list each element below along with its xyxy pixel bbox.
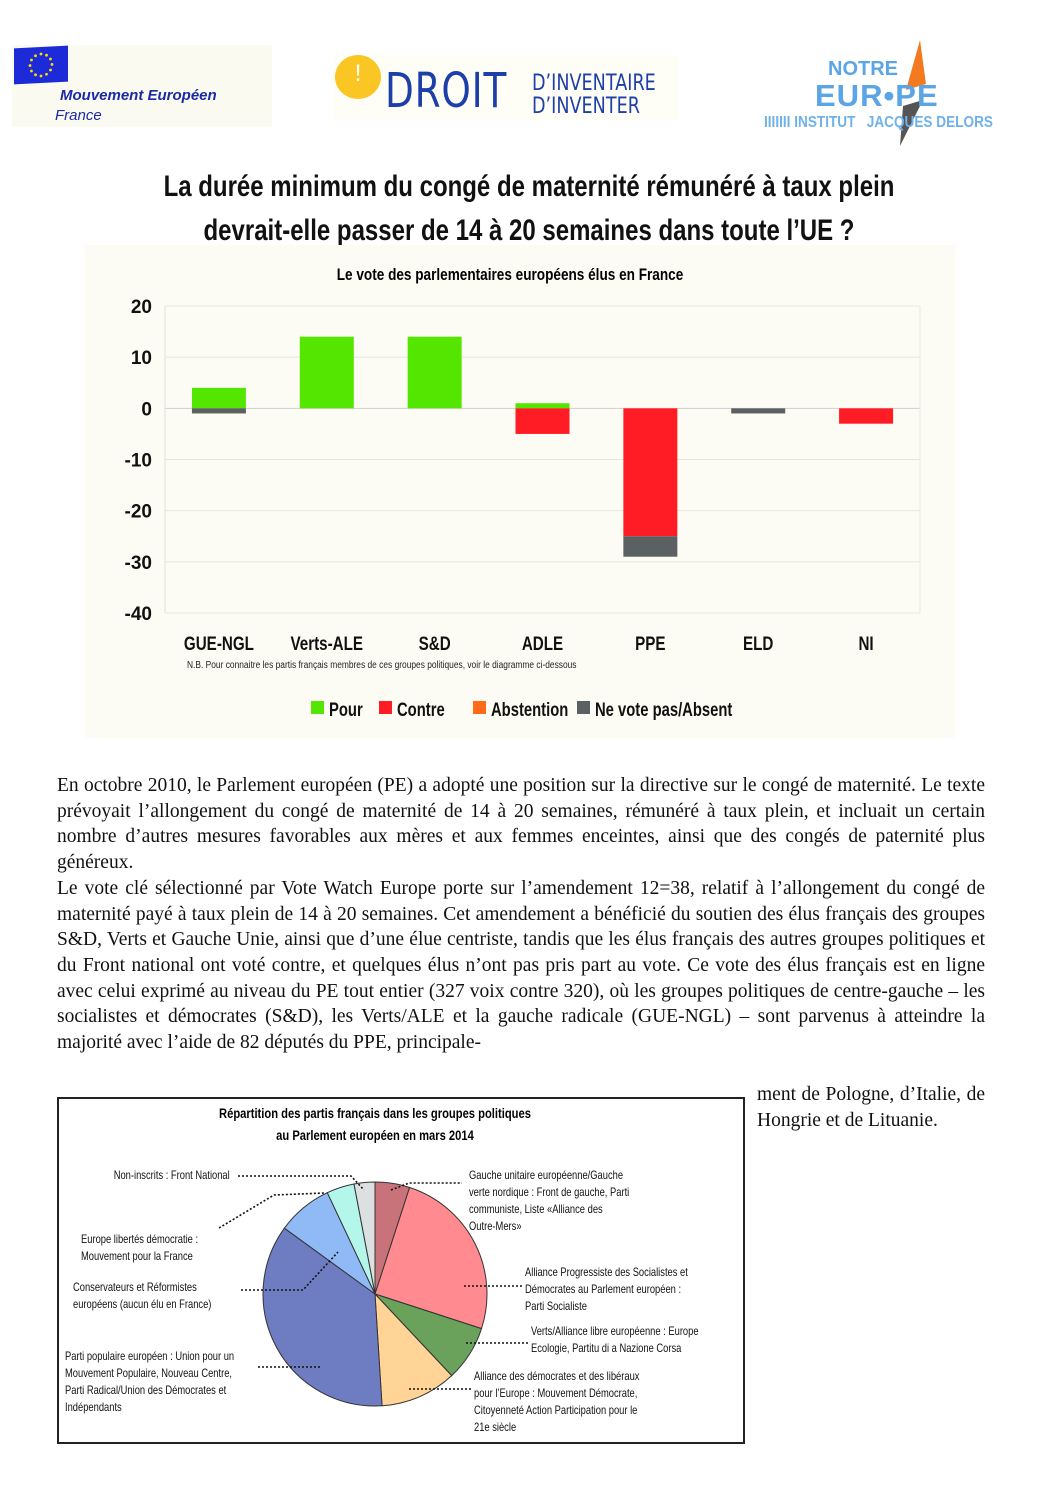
legend-swatch	[379, 701, 392, 714]
label-line: Gauche unitaire européenne/Gauche	[469, 1168, 624, 1182]
exclamation-bubble-icon: !	[335, 55, 381, 99]
star-icon	[49, 57, 52, 61]
bar-contre-adle	[515, 408, 570, 434]
label-line: Alliance Progressiste des Socialistes et	[525, 1265, 688, 1279]
label-line: Parti populaire européen : Union pour un	[65, 1349, 235, 1363]
label-line: Outre-Mers»	[469, 1219, 522, 1233]
y-tick-label: -20	[125, 502, 152, 523]
star-icon	[30, 58, 33, 62]
article-text: En octobre 2010, le Parlement européen (…	[57, 773, 985, 1056]
pie-slice-label: Alliance Progressiste des Socialistes et…	[525, 1264, 688, 1315]
compass-needle-icon	[900, 40, 926, 146]
logo-text: DROIT	[385, 63, 508, 119]
label-line: pour l’Europe : Mouvement Démocrate,	[474, 1386, 638, 1400]
label-line: Citoyenneté Action Participation pour le	[474, 1403, 638, 1417]
x-tick-label: ELD	[743, 632, 773, 654]
bar-contre-ppe	[623, 408, 678, 537]
legend-label: Pour	[329, 699, 363, 720]
y-tick-label: -30	[125, 553, 152, 574]
logo-text: EUR•PE	[815, 78, 939, 113]
pie-slice-label: Non-inscrits : Front National	[114, 1167, 230, 1184]
label-line: Parti Radical/Union des Démocrates et	[65, 1383, 227, 1397]
pie-slice-label: Parti populaire européen : Union pour un…	[65, 1348, 234, 1416]
notre-europe-logo: NOTRE EUR•PE IIIIIII INSTITUT JACQUES DE…	[760, 38, 1025, 148]
label-line: Conservateurs et Réformistes	[73, 1280, 197, 1294]
pie-slice-label: Europe libertés démocratie : Mouvement po…	[81, 1231, 198, 1265]
logo-text: D’INVENTAIRE	[532, 71, 656, 96]
mouvement-europeen-logo: Mouvement Européen France	[12, 45, 272, 127]
y-tick-label: -40	[125, 604, 152, 625]
vote-bar-chart: Le vote des parlementaires européens élu…	[125, 266, 921, 720]
logo-text: IIIIIII INSTITUT JACQUES DELORS	[764, 114, 993, 131]
x-tick-label: GUE-NGL	[184, 632, 254, 654]
star-icon	[45, 72, 48, 76]
bar-pour-gue-ngl	[191, 387, 246, 409]
x-tick-label: Verts-ALE	[290, 632, 363, 654]
label-line: Non-inscrits : Front National	[113, 1168, 230, 1182]
star-icon	[39, 52, 43, 56]
star-icon	[30, 69, 33, 73]
label-line: verte nordique : Front de gauche, Parti	[469, 1185, 630, 1199]
label-line: Parti Socialiste	[525, 1299, 587, 1313]
bar-contre-ni	[839, 408, 894, 424]
droit-inventaire-logo: ! DROIT D’INVENTAIRE D’INVENTER	[333, 55, 678, 120]
eu-flag-icon	[14, 45, 68, 85]
label-line: européens (aucun élu en France)	[73, 1297, 212, 1311]
star-icon	[39, 74, 43, 78]
label-line: communiste, Liste «Alliance des	[469, 1202, 603, 1216]
page-title: La durée minimum du congé de maternité r…	[0, 165, 1058, 253]
label-line: 21e siècle	[474, 1420, 517, 1434]
logo-text: Mouvement Européen	[60, 87, 217, 104]
logo-text: France	[55, 107, 102, 124]
label-line: Indépendants	[65, 1400, 122, 1414]
pie-slice-label: Gauche unitaire européenne/Gauche verte n…	[469, 1167, 629, 1235]
star-icon	[28, 64, 32, 67]
bar-ne-vote-pas-absent-ppe	[623, 536, 678, 557]
chart-note: N.B. Pour connaitre les partis français …	[187, 659, 577, 671]
label-line: Mouvement Populaire, Nouveau Centre,	[65, 1366, 233, 1380]
label-line: Démocrates au Parlement européen :	[525, 1282, 682, 1296]
y-tick-label: 10	[131, 348, 152, 369]
paragraph: En octobre 2010, le Parlement européen (…	[57, 775, 985, 874]
label-line: Verts/Alliance libre européenne : Europe	[531, 1324, 699, 1338]
pie-slice-label: Alliance des démocrates et des libéraux p…	[474, 1368, 639, 1436]
legend-swatch	[311, 701, 324, 714]
chart-title: Le vote des parlementaires européens élu…	[337, 266, 684, 285]
label-line: Ecologie, Partitu di a Nazione Corsa	[531, 1341, 682, 1355]
label-line: Europe libertés démocratie :	[81, 1232, 199, 1246]
x-tick-label: ADLE	[522, 632, 563, 654]
label-line: Mouvement pour la France	[81, 1249, 193, 1263]
label-line: Alliance des démocrates et des libéraux	[474, 1369, 640, 1383]
x-tick-label: NI	[858, 632, 873, 654]
legend-label: Ne vote pas/Absent	[595, 699, 733, 720]
y-tick-label: 20	[131, 297, 152, 318]
legend-swatch	[577, 701, 590, 714]
paragraph: Le vote clé sélectionné par Vote Watch E…	[57, 877, 985, 1054]
bar-pour-verts-ale	[299, 336, 354, 409]
x-tick-label: PPE	[635, 632, 665, 654]
x-tick-label: S&D	[419, 632, 451, 654]
bar-pour-adle	[515, 403, 570, 409]
star-icon	[50, 63, 54, 66]
star-icon	[49, 68, 52, 72]
paragraph-continuation: ment de Pologne, d’Italie, de Hongrie et…	[757, 1084, 985, 1131]
bar-pour-s-d	[407, 336, 462, 409]
vote-chart-panel	[85, 245, 955, 738]
y-tick-label: 0	[141, 399, 152, 420]
star-icon	[45, 53, 48, 57]
bar-ne-vote-pas-absent-gue-ngl	[191, 408, 246, 414]
logo-text: D’INVENTER	[532, 94, 640, 119]
title-line: devrait-elle passer de 14 à 20 semaines …	[203, 214, 855, 247]
title-line: La durée minimum du congé de maternité r…	[163, 170, 895, 203]
logo-text: NOTRE	[828, 58, 898, 80]
y-tick-label: -10	[125, 451, 152, 472]
legend-swatch	[473, 701, 486, 714]
legend-label: Abstention	[491, 699, 568, 720]
pie-slice-label: Conservateurs et Réformistes européens (a…	[73, 1279, 211, 1313]
bar-ne-vote-pas-absent-eld	[731, 408, 786, 414]
star-icon	[34, 54, 37, 58]
pie-slice-label: Verts/Alliance libre européenne : Europe…	[531, 1323, 699, 1357]
legend-label: Contre	[397, 699, 445, 720]
star-icon	[34, 73, 37, 77]
